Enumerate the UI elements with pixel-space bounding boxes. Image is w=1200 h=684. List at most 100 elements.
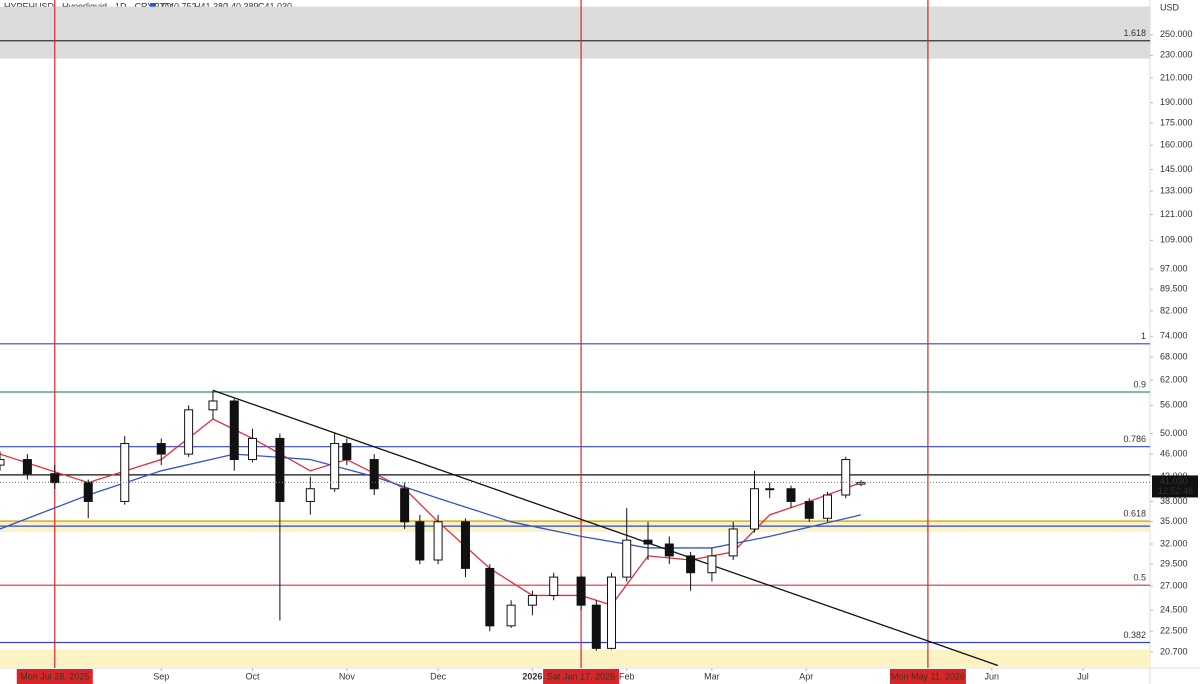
candle-body — [342, 443, 352, 461]
level-label: 0.9 — [1133, 379, 1146, 389]
candle-body — [83, 482, 93, 502]
y-tick-label: 145.000 — [1160, 164, 1193, 174]
candle-body — [576, 576, 586, 606]
y-tick-label: 50.000 — [1160, 428, 1188, 438]
currency: USD — [1160, 2, 1180, 12]
candle-body — [527, 594, 537, 606]
y-tick-label: 38.000 — [1160, 496, 1188, 506]
ohlc-value: O40.752 — [162, 1, 197, 11]
y-tick-label: 22.500 — [1160, 626, 1188, 636]
ohlc-value: H41.380 — [194, 1, 228, 11]
countdown: 12:52:46 — [1158, 486, 1193, 496]
y-tick-label: 160.000 — [1160, 140, 1193, 150]
x-tick-label: Jul — [1077, 671, 1089, 681]
candle-body — [305, 488, 315, 502]
x-tick-label: Jun — [985, 671, 1000, 681]
candle-body — [156, 443, 166, 455]
y-tick-label: 32.000 — [1160, 538, 1188, 548]
candle-body — [275, 437, 285, 502]
y-tick-label: 24.500 — [1160, 605, 1188, 615]
y-tick-label: 89.500 — [1160, 284, 1188, 294]
level-label: 0.5 — [1133, 573, 1146, 583]
y-tick-label: 190.000 — [1160, 97, 1193, 107]
candle-body — [686, 555, 696, 574]
zone — [0, 6, 1150, 59]
y-tick-label: 46.000 — [1160, 448, 1188, 458]
x-tick-label: Oct — [246, 671, 261, 681]
candle-body — [823, 494, 833, 519]
y-tick-label: 56.000 — [1160, 400, 1188, 410]
date-label: Mon May 11, 2026 — [891, 671, 965, 681]
date-label-box — [889, 669, 966, 684]
y-tick-label: 29.500 — [1160, 559, 1188, 569]
candle-body — [208, 400, 218, 411]
candle-body — [50, 473, 60, 484]
candle-body — [120, 443, 130, 502]
level-label: 0.618 — [1123, 508, 1146, 518]
y-tick-label: 230.000 — [1160, 50, 1193, 60]
y-tick-label: 250.000 — [1160, 29, 1193, 39]
x-tick-label: Sep — [153, 671, 169, 681]
zone — [0, 649, 1150, 668]
y-tick-label: 82.000 — [1160, 305, 1188, 315]
candle-body — [506, 604, 516, 627]
y-tick-label: 109.000 — [1160, 235, 1193, 245]
last-price-box — [1152, 475, 1198, 498]
date-label: Sat Jan 17, 2026 — [547, 671, 615, 681]
symbol-icon — [150, 3, 156, 9]
trendline — [212, 389, 999, 667]
level-label: 0.382 — [1123, 630, 1146, 640]
x-tick-label: Mar — [704, 671, 720, 681]
y-tick-label: 133.000 — [1160, 185, 1193, 195]
candle-body — [728, 528, 738, 557]
candle-body — [184, 409, 194, 455]
ohlc-value: L40.389 — [226, 1, 259, 11]
y-tick-label: 210.000 — [1160, 72, 1193, 82]
y-tick-label: 62.000 — [1160, 375, 1188, 385]
x-tick-label: Apr — [799, 671, 813, 681]
candle-body — [330, 443, 340, 490]
level-label: 0.786 — [1123, 434, 1146, 444]
candle-body — [664, 543, 674, 557]
candle-body — [804, 500, 814, 519]
x-tick-label: Nov — [339, 671, 356, 681]
candle-body — [707, 555, 717, 574]
x-tick-label: Feb — [619, 671, 635, 681]
candle-body — [607, 576, 617, 649]
candle-body — [248, 437, 258, 461]
level-label: 1.618 — [1123, 28, 1146, 38]
y-tick-label: 175.000 — [1160, 117, 1193, 127]
candle-body — [856, 481, 866, 485]
candle-body — [485, 567, 495, 627]
date-label-box — [543, 669, 620, 684]
date-label: Mon Jul 28, 2025 — [20, 671, 89, 681]
candle-body — [549, 576, 559, 596]
x-tick-label: 2026 — [522, 671, 542, 681]
level-label: 1 — [1141, 331, 1146, 341]
x-tick-label: Dec — [430, 671, 447, 681]
y-tick-label: 35.000 — [1160, 516, 1188, 526]
candle-body — [433, 521, 443, 561]
candle-body — [369, 459, 379, 490]
y-tick-label: 97.000 — [1160, 264, 1188, 274]
chart-title: HYPEHUSD · Hyperliquid · 1D · CRYPTO — [4, 1, 172, 11]
candle-body — [622, 539, 632, 578]
y-tick-label: 27.000 — [1160, 580, 1188, 590]
candle-body — [415, 521, 425, 561]
date-label-box — [16, 669, 93, 684]
candle-body — [749, 488, 759, 530]
y-tick-label: 121.000 — [1160, 209, 1193, 219]
candle-body — [643, 539, 653, 545]
candle-body — [229, 400, 239, 461]
candle-body — [400, 488, 410, 523]
candle-body — [591, 604, 601, 649]
candle-body — [765, 488, 775, 491]
y-tick-label: 74.000 — [1160, 331, 1188, 341]
moving-average — [0, 453, 862, 549]
candle-body — [786, 488, 796, 502]
candle-body — [22, 459, 32, 475]
y-tick-label: 20.700 — [1160, 646, 1188, 656]
